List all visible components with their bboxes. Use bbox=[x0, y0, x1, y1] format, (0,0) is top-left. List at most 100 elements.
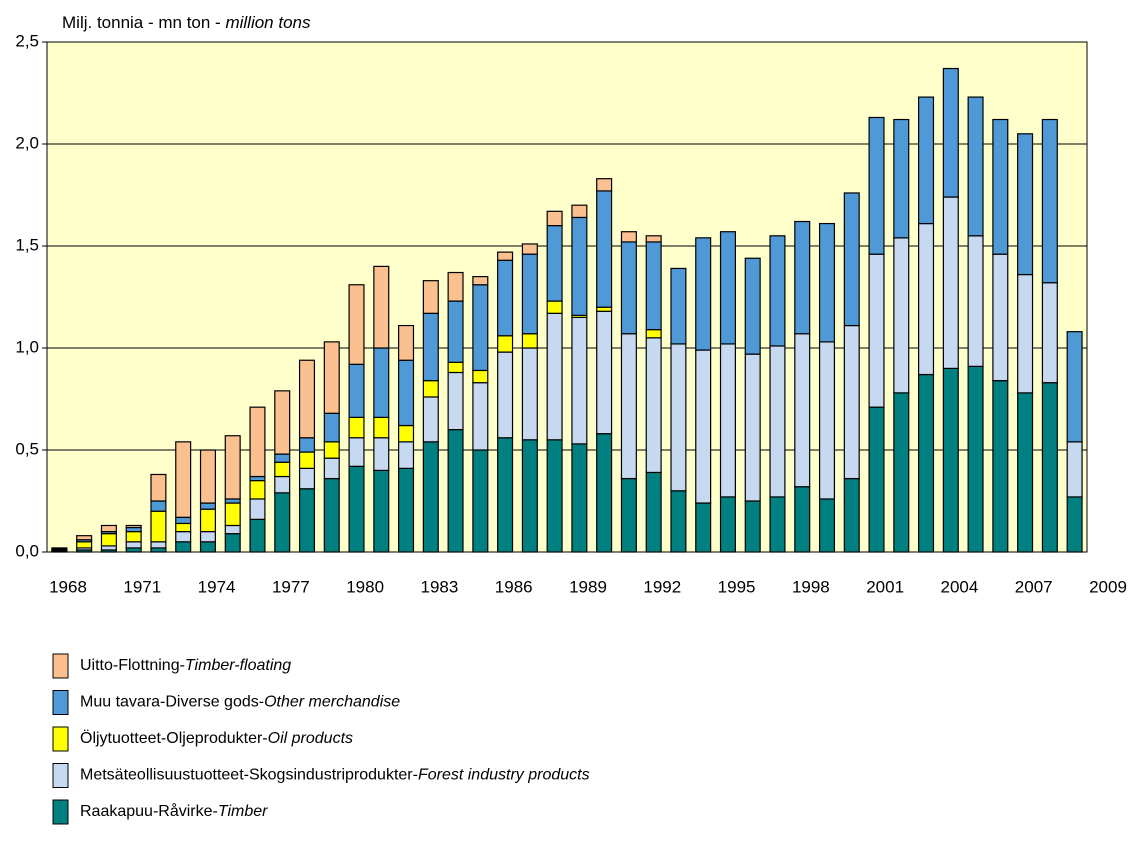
y-tick-label: 2,5 bbox=[15, 31, 39, 50]
bar-segment bbox=[1066, 496, 1083, 553]
bar-segment bbox=[1041, 382, 1058, 553]
bar-segment bbox=[398, 359, 415, 427]
bar-segment bbox=[596, 306, 613, 312]
bar-segment bbox=[199, 502, 216, 510]
bar-segment bbox=[497, 351, 514, 439]
bar-segment bbox=[125, 547, 142, 553]
bar-segment bbox=[918, 222, 935, 376]
bar-segment bbox=[695, 237, 712, 351]
bar-segment bbox=[546, 439, 563, 553]
bar-segment bbox=[150, 473, 167, 502]
bar-segment bbox=[224, 502, 241, 527]
legend-name-en: Forest industry products bbox=[418, 767, 590, 784]
bar-segment bbox=[175, 441, 192, 518]
bar-segment bbox=[620, 477, 637, 553]
y-tick-label: 1,5 bbox=[15, 235, 39, 254]
legend-swatch bbox=[52, 653, 69, 679]
bar-segment bbox=[521, 439, 538, 553]
bar-segment bbox=[323, 441, 340, 459]
bar-segment bbox=[967, 96, 984, 237]
bar-segment bbox=[150, 547, 167, 553]
bar-segment bbox=[422, 441, 439, 553]
bar-segment bbox=[769, 496, 786, 553]
y-tick-label: 0,5 bbox=[15, 439, 39, 458]
bar-segment bbox=[274, 461, 291, 478]
x-tick-label: 1995 bbox=[718, 577, 756, 596]
bar-segment bbox=[967, 365, 984, 553]
legend-name: Metsäteollisuustuotteet-Skogsindustripro… bbox=[80, 767, 418, 784]
bar-segment bbox=[472, 276, 489, 286]
bar-segment bbox=[150, 541, 167, 549]
legend-entry: Muu tavara-Diverse gods-Other merchandis… bbox=[80, 694, 400, 711]
bar-segment bbox=[422, 280, 439, 314]
bar-segment bbox=[274, 475, 291, 494]
bar-segment bbox=[323, 477, 340, 553]
bar-segment bbox=[546, 225, 563, 302]
bar-segment bbox=[249, 475, 266, 482]
bar-segment bbox=[942, 67, 959, 198]
bar-segment bbox=[298, 488, 316, 553]
bar-segment bbox=[298, 359, 316, 439]
legend-swatch bbox=[52, 763, 69, 788]
bar-segment bbox=[224, 498, 241, 504]
bar-segment bbox=[1041, 282, 1058, 384]
bar-segment bbox=[744, 353, 761, 502]
bar-segment bbox=[224, 435, 241, 500]
bar-segment bbox=[398, 467, 415, 553]
bar-segment bbox=[175, 541, 192, 553]
bar-segment bbox=[645, 471, 662, 553]
x-tick-label: 2004 bbox=[941, 577, 979, 596]
y-axis-label: Milj. tonnia - mn ton - million tons bbox=[62, 13, 311, 32]
bar-segment bbox=[348, 416, 365, 439]
bar-segment bbox=[670, 490, 687, 553]
bar-segment bbox=[794, 333, 811, 488]
legend-entry: Raakapuu-Råvirke-Timber bbox=[80, 802, 268, 820]
bar-segment bbox=[843, 477, 860, 553]
bar-segment bbox=[100, 524, 117, 533]
bar-segment bbox=[150, 510, 167, 543]
bar-segment bbox=[199, 530, 216, 543]
bar-segment bbox=[670, 267, 687, 345]
bar-segment bbox=[323, 341, 340, 414]
bar-segment bbox=[348, 465, 365, 553]
plot-area bbox=[46, 41, 1088, 553]
bar-segment bbox=[447, 371, 464, 431]
legend-name-en: Oil products bbox=[268, 730, 353, 747]
bar-segment bbox=[447, 271, 464, 302]
bar-segment bbox=[422, 312, 439, 382]
bar-segment bbox=[1066, 441, 1083, 498]
bar-segment bbox=[744, 500, 761, 553]
bar-segment bbox=[620, 231, 637, 243]
bar-segment bbox=[76, 541, 93, 549]
bar-segment bbox=[719, 496, 736, 553]
bar-segment bbox=[100, 545, 117, 551]
x-tick-label: 1998 bbox=[792, 577, 830, 596]
bar-segment bbox=[571, 204, 588, 219]
bar-segment bbox=[497, 251, 514, 261]
bar-segment bbox=[175, 522, 192, 533]
bar-segment bbox=[571, 216, 588, 316]
bar-segment bbox=[150, 500, 167, 512]
bar-segment bbox=[398, 424, 415, 443]
bar-segment bbox=[175, 530, 192, 543]
bar-segment bbox=[695, 502, 712, 553]
x-tick-label: 1980 bbox=[346, 577, 384, 596]
bar-segment bbox=[249, 498, 266, 520]
bar-segment bbox=[497, 259, 514, 337]
x-tick-label: 1977 bbox=[272, 577, 310, 596]
bar-segment bbox=[843, 324, 860, 480]
x-tick-label: 2009 bbox=[1089, 577, 1127, 596]
bar-segment bbox=[893, 237, 910, 394]
legend-entry: Metsäteollisuustuotteet-Skogsindustripro… bbox=[80, 767, 590, 784]
bar-segment bbox=[868, 116, 885, 255]
bar-segment bbox=[645, 241, 662, 331]
bar-segment bbox=[1017, 133, 1034, 276]
bar-segment bbox=[1017, 273, 1034, 394]
bar-segment bbox=[596, 433, 613, 553]
bar-segment bbox=[373, 469, 390, 553]
bar-segment bbox=[521, 253, 538, 335]
bar-segment bbox=[199, 541, 216, 553]
legend-name-en: Timber-floating bbox=[185, 657, 291, 674]
x-tick-label: 1989 bbox=[569, 577, 607, 596]
legend-name-en: Other merchandise bbox=[264, 694, 400, 711]
